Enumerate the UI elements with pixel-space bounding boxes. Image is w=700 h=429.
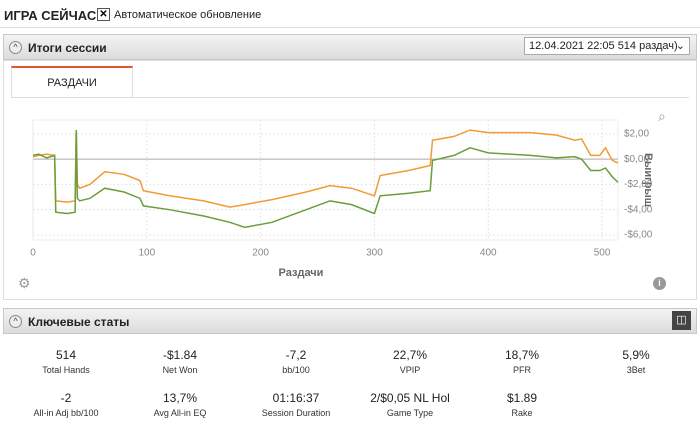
stat-value: -$1.84 <box>162 348 198 362</box>
y-tick-label: $0,00 <box>624 154 649 165</box>
info-icon[interactable]: i <box>653 277 666 290</box>
tab[interactable]: РАЗДАЧИ <box>11 66 133 98</box>
x-tick-label: 100 <box>138 248 155 259</box>
stat-value: 5,9% <box>622 348 650 362</box>
x-axis-title: Раздачи <box>279 267 324 279</box>
session-panel <box>3 60 697 300</box>
stat-label: All-in Adj bb/100 <box>33 408 99 418</box>
stat-label: Session Duration <box>261 408 331 418</box>
stat-value: -2 <box>60 391 72 405</box>
y-tick-label: -$2,00 <box>624 179 653 190</box>
stat-label: Net Won <box>162 365 198 375</box>
stat-value: 18,7% <box>504 348 540 362</box>
series-line <box>32 130 619 229</box>
stat-value: -7,2 <box>285 348 307 362</box>
collapse-button[interactable]: ^ <box>9 315 22 328</box>
stat-label: VPIP <box>399 365 421 375</box>
x-tick-label: 500 <box>594 248 611 259</box>
y-tick-label: -$6,00 <box>624 230 653 241</box>
session-title: Итоги сессии <box>28 41 107 55</box>
stat-label: bb/100 <box>282 365 310 375</box>
x-tick-label: 200 <box>252 248 269 259</box>
tab-line <box>11 97 689 98</box>
stat-label: PFR <box>513 365 531 375</box>
stat-value: 01:16:37 <box>272 391 320 405</box>
stat-label: Game Type <box>386 408 434 418</box>
zoom-icon[interactable]: ⌕ <box>658 108 666 124</box>
plot-area <box>32 119 619 241</box>
checkbox[interactable]: ✕ <box>97 8 110 21</box>
chart: Раздачи Выигрыш $2,00 $0,00 -$2,00 -$4,00 -$… <box>30 119 654 279</box>
session-select[interactable]: 12.04.2021 22:05 514 раздач) ⌄ <box>524 37 690 55</box>
settings-icon[interactable]: ⚙ <box>18 275 31 291</box>
stat-label: Total Hands <box>42 365 90 375</box>
y-axis-title: Выигрыш <box>642 153 654 207</box>
stat-value: $1.89 <box>506 391 538 405</box>
stat-value: 22,7% <box>392 348 428 362</box>
session-select-text: 12.04.2021 22:05 514 раздач) <box>529 40 678 52</box>
y-tick-label: -$4,00 <box>624 204 653 215</box>
stats-bar <box>3 308 697 334</box>
stat-label: 3Bet <box>626 365 646 375</box>
stats-title: Ключевые статы <box>28 315 130 329</box>
collapse-button[interactable]: ^ <box>9 41 22 54</box>
layout-button[interactable]: ◫ <box>672 311 691 330</box>
x-tick-label: 0 <box>30 248 36 259</box>
x-tick-label: 300 <box>366 248 383 259</box>
dropdown-arrow: ⌄ <box>675 40 685 52</box>
checkbox-label[interactable]: Автоматическое обновление <box>114 9 262 21</box>
page-title: ИГРА СЕЙЧАС <box>4 8 97 23</box>
x-tick-label: 400 <box>480 248 497 259</box>
stat-value: 514 <box>55 348 77 362</box>
stat-label: Rake <box>511 408 533 418</box>
stat-value: 13,7% <box>162 391 198 405</box>
stat-value: 2/$0,05 NL Hol <box>370 391 450 405</box>
divider <box>0 27 700 28</box>
y-tick-label: $2,00 <box>624 129 649 140</box>
stat-label: Avg All-in EQ <box>153 408 207 418</box>
